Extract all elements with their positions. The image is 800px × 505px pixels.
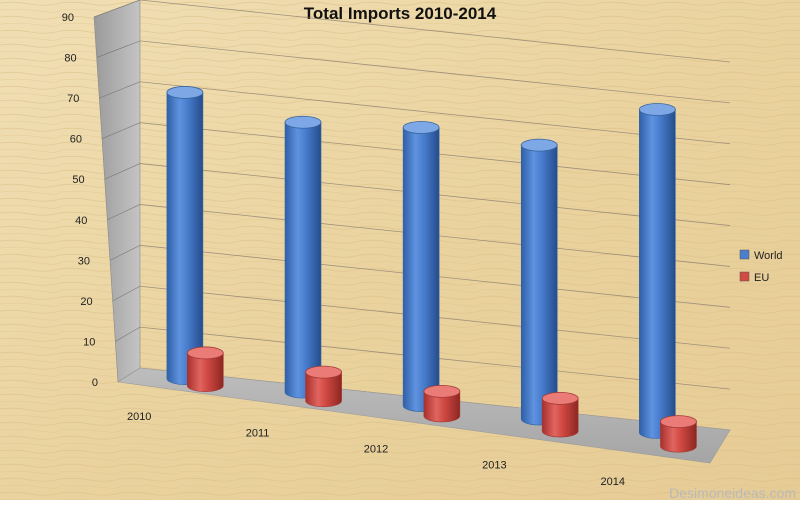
watermark: Desimoneideas.com: [669, 485, 796, 500]
side-gridline: [99, 81, 141, 99]
bar-top: [638, 103, 676, 116]
bar-eu: [660, 415, 697, 453]
y-tick-label: 40: [75, 215, 87, 227]
x-tick-label: 2011: [246, 427, 270, 439]
bar-world: [402, 121, 440, 412]
bar-body: [402, 127, 440, 412]
y-tick-label: 50: [72, 174, 84, 186]
x-tick-label: 2014: [601, 476, 625, 488]
bar-eu: [305, 365, 342, 408]
bar-top: [541, 391, 579, 405]
legend: World EU: [739, 249, 783, 284]
bar-top: [305, 365, 342, 379]
side-gridline: [93, 0, 141, 18]
side-gridline: [96, 40, 141, 58]
legend-swatch-world: [739, 249, 750, 260]
bar-eu: [541, 391, 579, 438]
side-gridline: [115, 326, 141, 342]
bar-body: [660, 421, 697, 453]
side-gridline: [107, 204, 141, 221]
bar-body: [166, 92, 204, 385]
gridline: [139, 81, 731, 145]
legend-swatch-eu: [739, 271, 750, 282]
bar-world: [166, 86, 204, 385]
y-tick-label: 0: [92, 377, 98, 389]
y-tick-label: 60: [70, 134, 82, 146]
x-tick-label: 2010: [127, 411, 151, 423]
bar-top: [284, 115, 322, 129]
bar-body: [187, 352, 224, 392]
bar-eu: [423, 384, 461, 423]
gridline: [139, 40, 731, 104]
bar-top: [402, 121, 440, 134]
legend-label-world: World: [754, 250, 783, 262]
legend-label-eu: EU: [754, 272, 769, 284]
gridline: [139, 0, 731, 63]
bar-top: [660, 415, 697, 429]
side-gridline: [104, 163, 141, 180]
bar-body: [305, 371, 342, 408]
plot-area: 0 10 20 30 40 50 60 70 80 90 2010 2011 2012 2013 2014: [62, 0, 731, 488]
bar-world: [520, 138, 558, 426]
x-tick-label: 2013: [482, 460, 506, 472]
bar-body: [520, 144, 558, 426]
y-tick-label: 20: [80, 296, 92, 308]
bar-body: [541, 398, 579, 438]
x-tick-label: 2012: [364, 444, 388, 456]
bar-body: [639, 109, 676, 439]
side-gridline: [112, 285, 141, 302]
y-tick-label: 30: [78, 255, 90, 267]
bar-eu: [186, 346, 224, 392]
y-tick-label: 80: [64, 53, 76, 65]
bar-body: [284, 121, 322, 399]
bar-top: [423, 384, 461, 398]
bar-body: [423, 391, 461, 423]
side-gridline: [109, 245, 141, 261]
chart-title: Total Imports 2010-2014: [304, 4, 497, 23]
bar-world: [284, 115, 322, 399]
bar-top: [186, 346, 224, 360]
bar-top: [166, 86, 204, 99]
bar-top: [520, 138, 558, 152]
bar-world: [638, 103, 676, 439]
side-gridline: [101, 122, 141, 139]
y-tick-label: 10: [83, 336, 95, 348]
y-tick-label: 90: [62, 12, 74, 24]
y-tick-label: 70: [67, 93, 79, 105]
